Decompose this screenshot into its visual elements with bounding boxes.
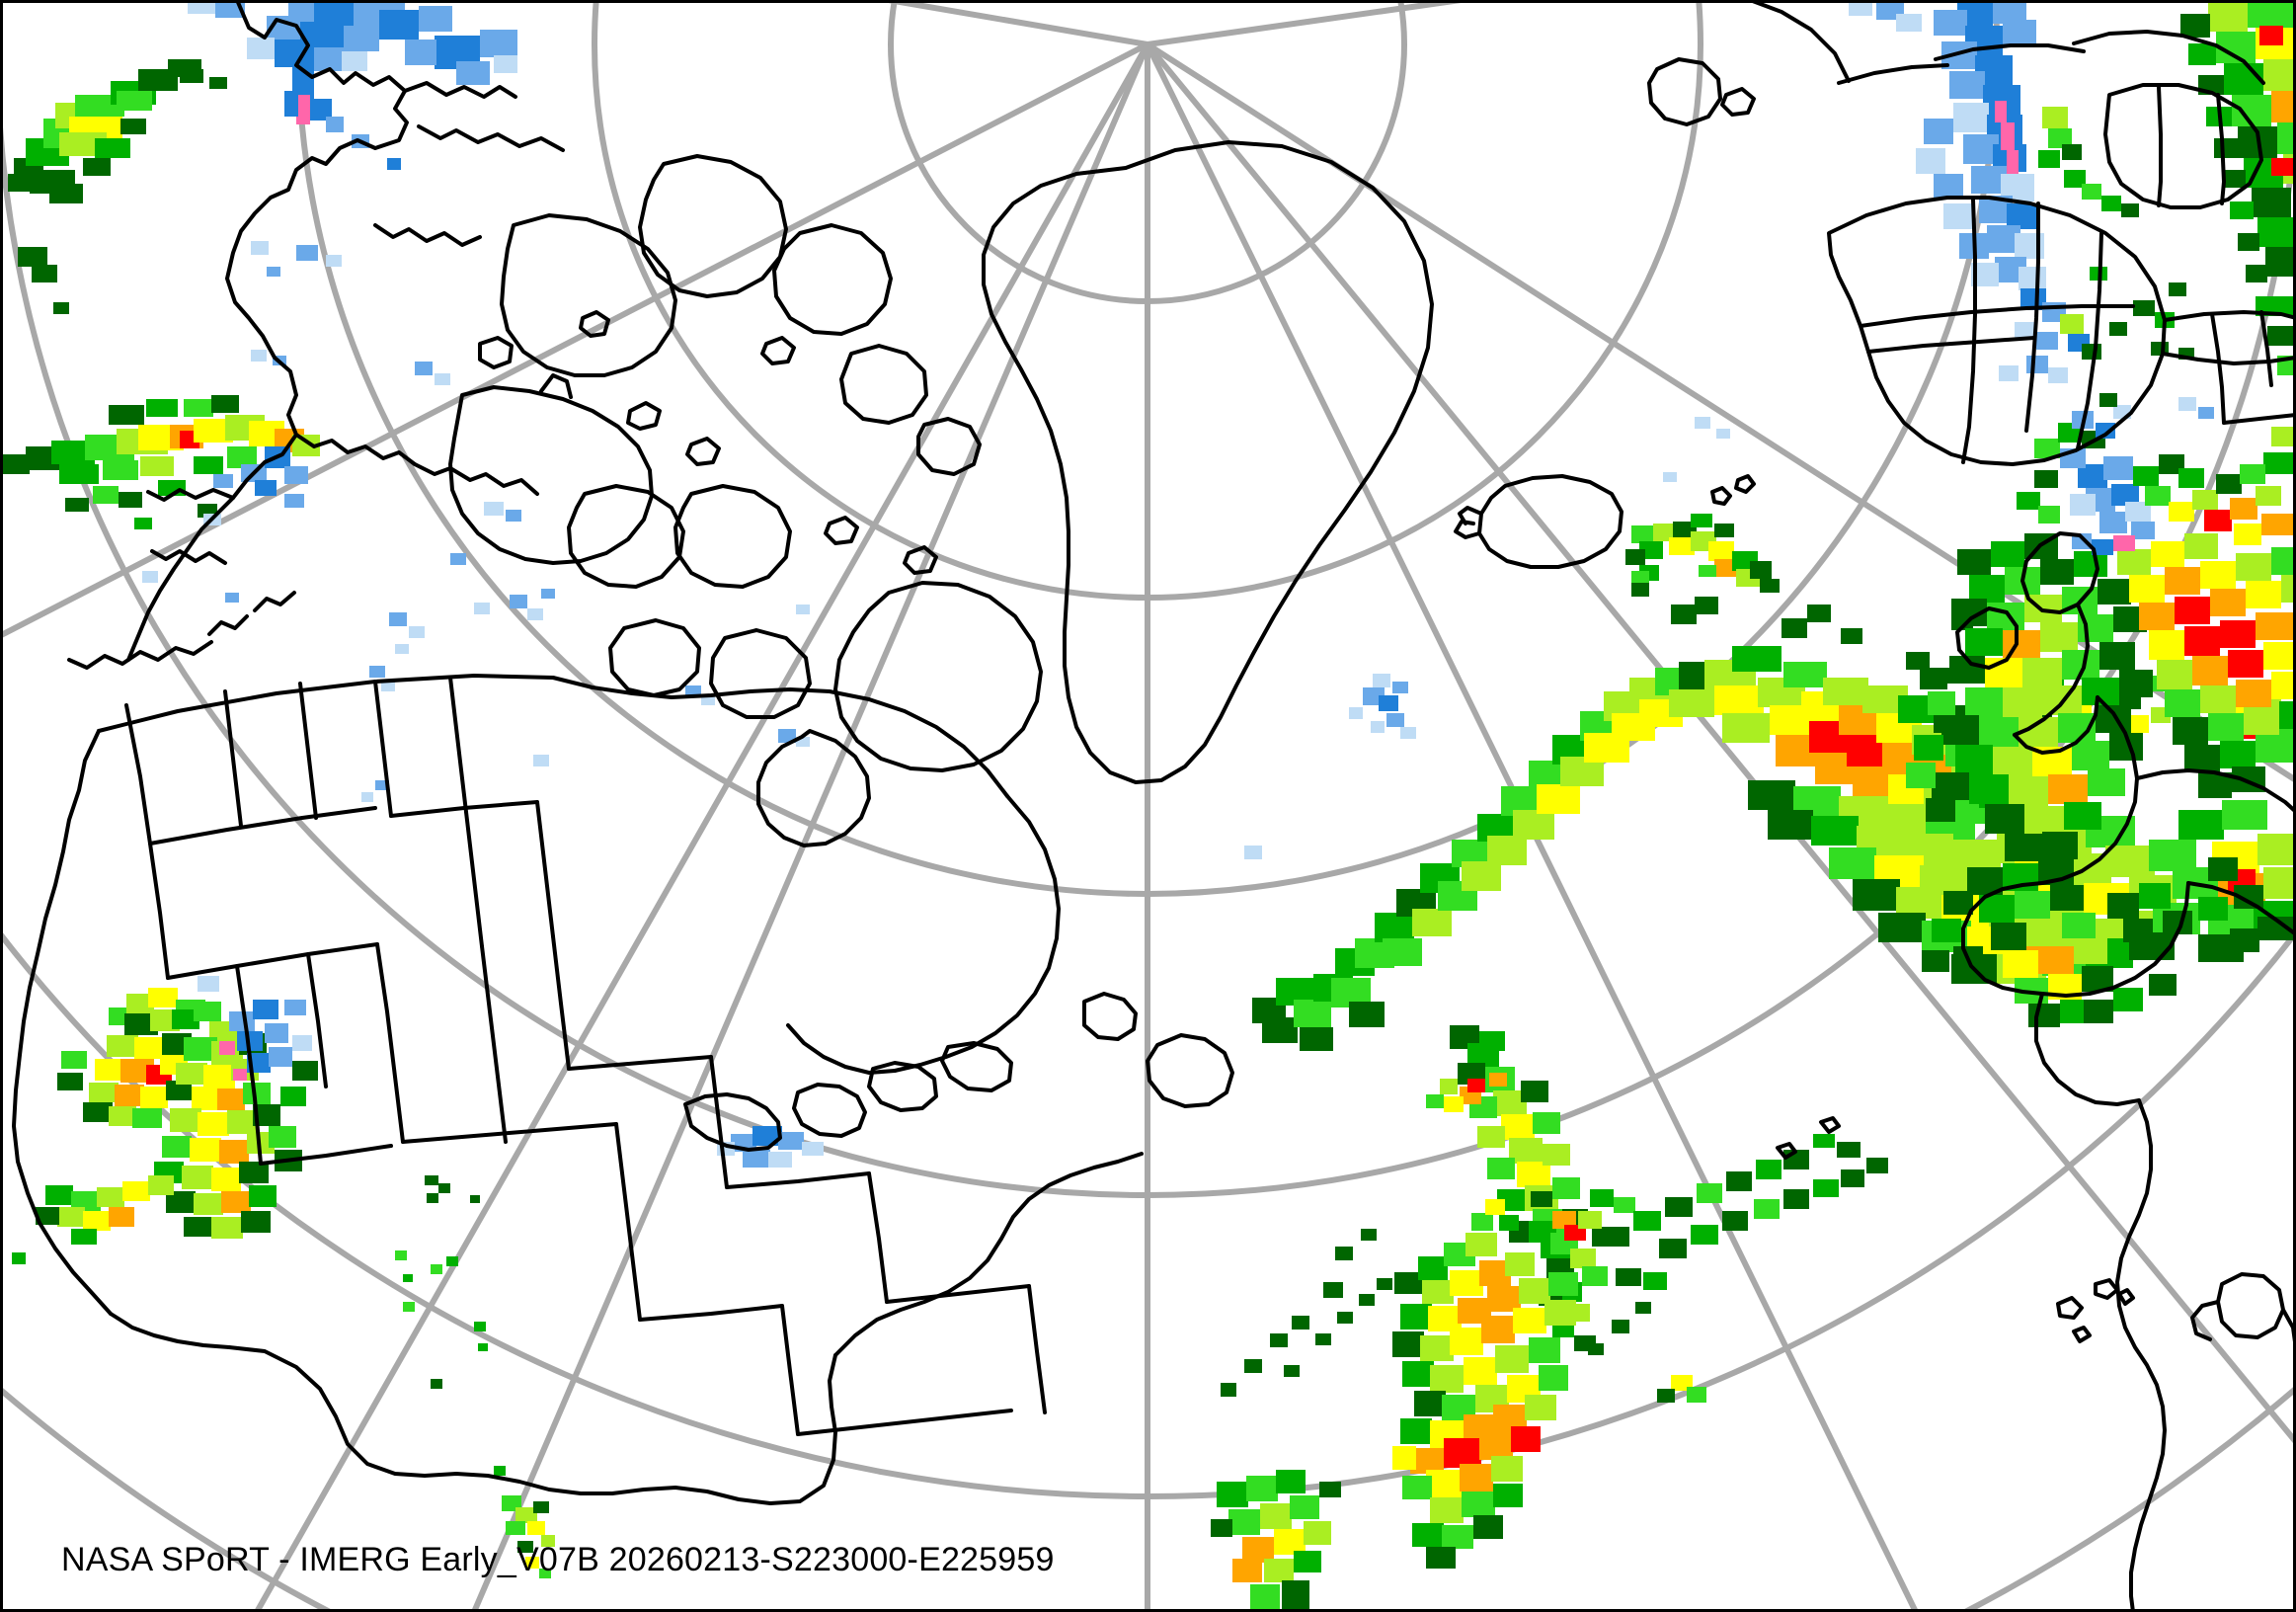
precip-cluster-scandinavia-snow bbox=[1876, 0, 2139, 439]
precip-cluster-bering-small bbox=[18, 69, 227, 314]
precip-cluster-greenland-sea-scattered bbox=[1244, 417, 1730, 859]
precip-cluster-greatlakes-snow bbox=[717, 1126, 824, 1168]
precip-cluster-pnw-scattered bbox=[142, 241, 342, 603]
precip-cluster-azores-bands bbox=[1602, 1134, 1888, 1290]
precip-cluster-aleutian-band bbox=[8, 59, 201, 203]
precip-cluster-eastern-us-trace bbox=[12, 1175, 555, 1578]
coastlines-and-borders bbox=[12, 0, 2296, 1612]
precip-cluster-pnw-front bbox=[0, 395, 320, 529]
precip-cluster-europe-main bbox=[1906, 423, 2296, 1027]
precip-cluster-subtropical-convection bbox=[1211, 1189, 1706, 1612]
precip-cluster-iceland-lee bbox=[1625, 514, 1772, 597]
precip-cluster-western-us bbox=[36, 976, 318, 1245]
precip-cluster-alaska-snow bbox=[188, 0, 517, 170]
precip-cluster-atlantic-trailing-band bbox=[1426, 1025, 1596, 1351]
precip-cluster-canada-scattered bbox=[361, 362, 810, 802]
precip-cluster-norway-coast bbox=[2180, 0, 2296, 375]
precip-cluster-atlantic-front bbox=[1252, 579, 2296, 1051]
